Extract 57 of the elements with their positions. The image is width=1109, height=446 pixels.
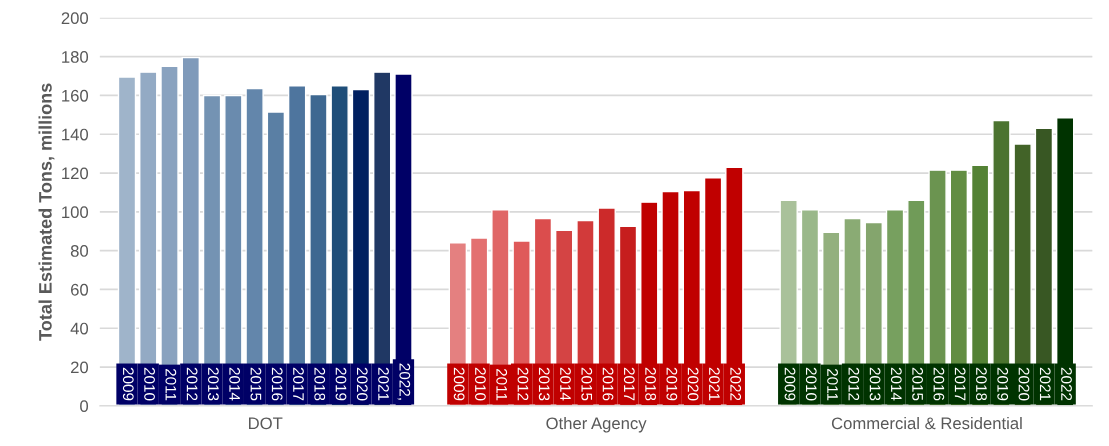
series-label: 2017 (293, 367, 304, 401)
text: 2012 (186, 367, 198, 401)
series-label: 2020 (356, 367, 368, 401)
text: 2010 (475, 367, 486, 401)
text: 2015 (250, 367, 262, 401)
y-tick-label: 60 (71, 283, 89, 296)
text: 2013 (207, 367, 219, 401)
series-label: 2012 (517, 367, 529, 401)
text: 2017 (623, 367, 635, 401)
series-label: 2018 (645, 367, 656, 401)
y-tick-label: 20 (71, 361, 89, 374)
text: 2019 (335, 367, 347, 401)
text: 2012 (848, 367, 860, 401)
series-label: 2009 (122, 367, 134, 401)
text: 2021 (378, 367, 389, 401)
text: 2014 (229, 367, 241, 401)
text: 2010 (805, 367, 817, 401)
text: 2020 (687, 367, 699, 401)
y-tick-label: 180 (62, 51, 89, 63)
y-tick-label: 40 (70, 322, 89, 335)
x-tick-label: Other Agency (546, 416, 647, 433)
text: 2018 (314, 367, 326, 401)
series-label: 2019 (666, 367, 678, 401)
annotation: 2022, (397, 363, 411, 400)
series-label: 2021 (1039, 367, 1051, 401)
x-tick-label: DOT (249, 417, 283, 430)
text: 2022 (730, 367, 742, 401)
y-tick-label: 120 (62, 167, 89, 180)
text: 2020 (1018, 367, 1030, 401)
y-tick-label: 0 (80, 400, 89, 413)
y-tick-label: 80 (70, 245, 89, 257)
text: 2021 (708, 367, 720, 401)
text: 2014 (560, 367, 571, 401)
series-label: 2015 (912, 367, 924, 401)
text: 2009 (784, 367, 796, 401)
text: 2019 (997, 367, 1009, 401)
text: 2018 (976, 367, 987, 401)
text: 2016 (933, 367, 945, 401)
series-label: 2013 (538, 367, 550, 401)
y-tick-label: 200 (61, 12, 89, 25)
series-label: 2022 (1061, 367, 1072, 401)
y-tick-label: 160 (62, 89, 89, 102)
x-tick-label: Commercial & Residential (831, 416, 1022, 430)
series-label: 2011 (827, 368, 838, 401)
y-tick-label: 140 (62, 128, 89, 141)
text: 2009 (453, 367, 465, 401)
text: 2013 (869, 367, 881, 401)
series-label: 2014 (890, 367, 902, 401)
text: 2017 (954, 367, 966, 401)
text: 2011 (496, 368, 508, 401)
text: 2015 (581, 367, 593, 401)
series-label: 2010 (144, 367, 155, 401)
y-tick-label: 100 (62, 206, 89, 219)
text: 2016 (271, 367, 283, 401)
series-label: 2016 (602, 367, 614, 401)
text: 2011 (165, 368, 177, 401)
y-axis-title: Total Estimated Tons, millions (38, 83, 55, 341)
